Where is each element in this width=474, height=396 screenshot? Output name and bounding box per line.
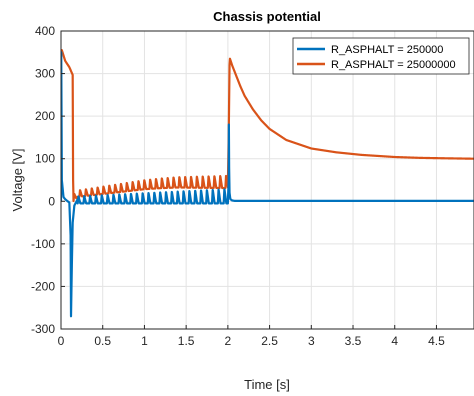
y-tick-label: -300: [31, 322, 55, 336]
plot-frame: [60, 30, 474, 330]
x-tick-label: 4.5: [428, 334, 445, 348]
plot-area: [61, 31, 474, 329]
y-tick-label: 300: [35, 67, 55, 81]
x-tick-label: 1: [141, 334, 148, 348]
legend-box: [292, 37, 470, 75]
x-tick-label: 2: [225, 334, 232, 348]
x-tick-label: 3.5: [345, 334, 362, 348]
legend-label-series-2: R_ASPHALT = 25000000: [331, 59, 456, 71]
y-tick-label: -100: [31, 237, 55, 251]
x-tick-label: 0.5: [94, 334, 111, 348]
legend: R_ASPHALT = 250000 R_ASPHALT = 25000000: [292, 37, 470, 75]
series-line-2: [61, 49, 474, 203]
y-tick-label: 0: [48, 194, 55, 208]
plot-series: [61, 49, 474, 318]
y-tick-label: 100: [35, 152, 55, 166]
y-axis-label: Voltage [V]: [10, 149, 25, 212]
y-tick-label: 200: [35, 109, 55, 123]
x-tick-label: 4: [391, 334, 398, 348]
x-tick-label: 2.5: [261, 334, 278, 348]
y-tick-label: 400: [35, 24, 55, 38]
x-tick-label: 3: [308, 334, 315, 348]
x-tick-label: 0: [58, 334, 65, 348]
y-axis: -300 -200 -100 0 100 200 300 400: [31, 24, 65, 336]
legend-label-series-1: R_ASPHALT = 250000: [331, 44, 443, 56]
y-tick-label: -200: [31, 279, 55, 293]
x-axis-label: Time [s]: [244, 377, 290, 392]
x-tick-label: 1.5: [178, 334, 195, 348]
series-line-1: [61, 51, 474, 318]
x-axis: 0 0.5 1 1.5 2 2.5 3 3.5 4 4.5: [58, 325, 445, 348]
chart-title: Chassis potential: [213, 9, 321, 24]
